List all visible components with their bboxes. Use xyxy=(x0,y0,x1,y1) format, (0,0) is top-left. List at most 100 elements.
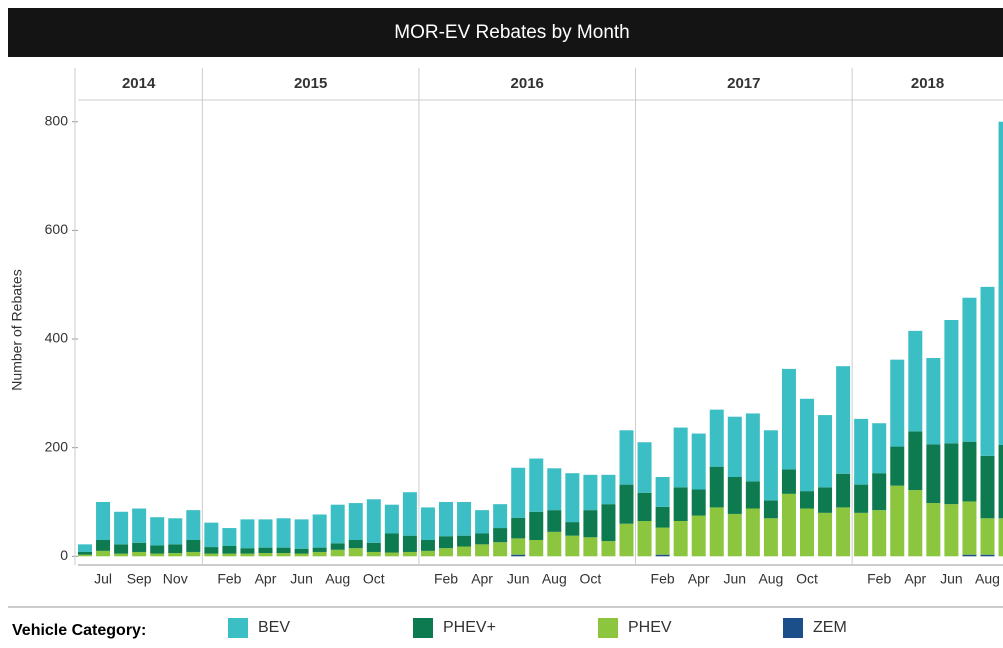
bar-segment xyxy=(457,501,472,536)
bar-segment xyxy=(745,508,760,557)
bar-segment xyxy=(637,492,652,521)
bar-segment xyxy=(547,531,562,557)
bar-segment xyxy=(763,430,778,501)
bar-segment xyxy=(800,508,814,557)
bar-segment xyxy=(962,297,977,442)
bar-segment xyxy=(583,510,598,538)
x-tick-label: Feb xyxy=(651,571,675,587)
bar-segment xyxy=(240,548,255,554)
bar-segment xyxy=(204,547,219,554)
bar-segment xyxy=(168,553,183,557)
bar-segment xyxy=(204,522,219,548)
bar-segment xyxy=(637,442,652,493)
bar-segment xyxy=(402,551,417,557)
bar-segment xyxy=(511,467,526,518)
bar-segment xyxy=(763,500,778,519)
bar-segment xyxy=(601,474,616,505)
bar-segment xyxy=(745,413,760,482)
x-tick-label: Feb xyxy=(434,571,458,587)
bar-segment xyxy=(655,554,670,557)
bar-segment xyxy=(818,487,833,513)
bar-segment xyxy=(962,554,977,557)
bar-segment xyxy=(890,446,905,486)
bar-segment xyxy=(294,519,309,549)
legend-label: PHEV xyxy=(628,619,672,636)
legend-swatch xyxy=(598,618,618,638)
bar-segment xyxy=(781,368,796,470)
year-label: 2015 xyxy=(294,75,327,92)
bar-segment xyxy=(944,443,959,505)
bar-segment xyxy=(420,507,435,541)
x-tick-label: Jun xyxy=(290,571,313,587)
year-label: 2017 xyxy=(727,75,760,92)
bar-segment xyxy=(980,286,995,456)
x-tick-label: Apr xyxy=(904,571,926,587)
year-label: 2016 xyxy=(511,75,544,92)
bar-segment xyxy=(583,474,598,511)
bar-segment xyxy=(186,540,201,552)
x-tick-label: Aug xyxy=(758,571,783,587)
bar-segment xyxy=(78,544,92,552)
bar-segment xyxy=(926,503,941,557)
bar-segment xyxy=(439,536,453,549)
bar-segment xyxy=(150,517,165,546)
bar-segment xyxy=(186,551,201,557)
bar-segment xyxy=(114,544,129,554)
bar-segment xyxy=(132,551,147,557)
bar-segment xyxy=(114,553,129,557)
bar-segment xyxy=(493,528,508,543)
bar-segment xyxy=(727,513,742,557)
bar-segment xyxy=(222,545,237,554)
bar-segment xyxy=(168,518,183,545)
bar-segment xyxy=(872,510,887,557)
year-label: 2018 xyxy=(911,75,944,92)
bar-segment xyxy=(673,427,688,488)
bar-segment xyxy=(872,423,887,474)
bar-segment xyxy=(583,537,598,557)
bar-segment xyxy=(366,542,381,552)
bar-segment xyxy=(836,473,851,508)
bar-segment xyxy=(330,504,345,544)
x-tick-label: Jul xyxy=(94,571,112,587)
bar-segment xyxy=(475,510,490,534)
x-tick-label: Oct xyxy=(796,571,818,587)
bar-segment xyxy=(475,533,490,545)
bar-segment xyxy=(276,553,291,557)
legend-label: PHEV+ xyxy=(443,619,496,636)
bar-segment xyxy=(493,504,508,529)
x-tick-label: Feb xyxy=(217,571,241,587)
bar-segment xyxy=(529,458,544,512)
legend-label: BEV xyxy=(258,619,290,636)
bar-segment xyxy=(78,554,92,557)
bar-segment xyxy=(818,512,833,557)
bar-segment xyxy=(366,499,381,543)
bar-segment xyxy=(890,485,905,557)
bar-segment xyxy=(493,542,508,557)
bar-segment xyxy=(980,554,995,557)
bar-segment xyxy=(240,553,255,557)
bar-segment xyxy=(439,548,453,557)
bar-segment xyxy=(168,544,183,554)
bar-segment xyxy=(998,121,1003,445)
bar-segment xyxy=(457,546,472,557)
title-bar xyxy=(8,8,1003,57)
bar-segment xyxy=(908,431,923,491)
y-tick-label: 0 xyxy=(60,547,68,563)
bar-segment xyxy=(727,416,742,477)
x-tick-label: Jun xyxy=(724,571,747,587)
bar-segment xyxy=(511,538,526,555)
bar-segment xyxy=(709,507,724,557)
legend-swatch xyxy=(228,618,248,638)
x-tick-label: Aug xyxy=(325,571,350,587)
bar-segment xyxy=(222,553,237,557)
bar-segment xyxy=(312,547,327,552)
bar-segment xyxy=(402,535,417,552)
bar-segment xyxy=(619,523,634,557)
y-axis-label: Number of Rebates xyxy=(9,269,25,390)
x-tick-label: Aug xyxy=(542,571,567,587)
bar-segment xyxy=(96,550,111,557)
bar-segment xyxy=(258,547,273,554)
bar-segment xyxy=(150,553,165,557)
bar-segment xyxy=(836,366,851,474)
bar-segment xyxy=(655,506,670,528)
